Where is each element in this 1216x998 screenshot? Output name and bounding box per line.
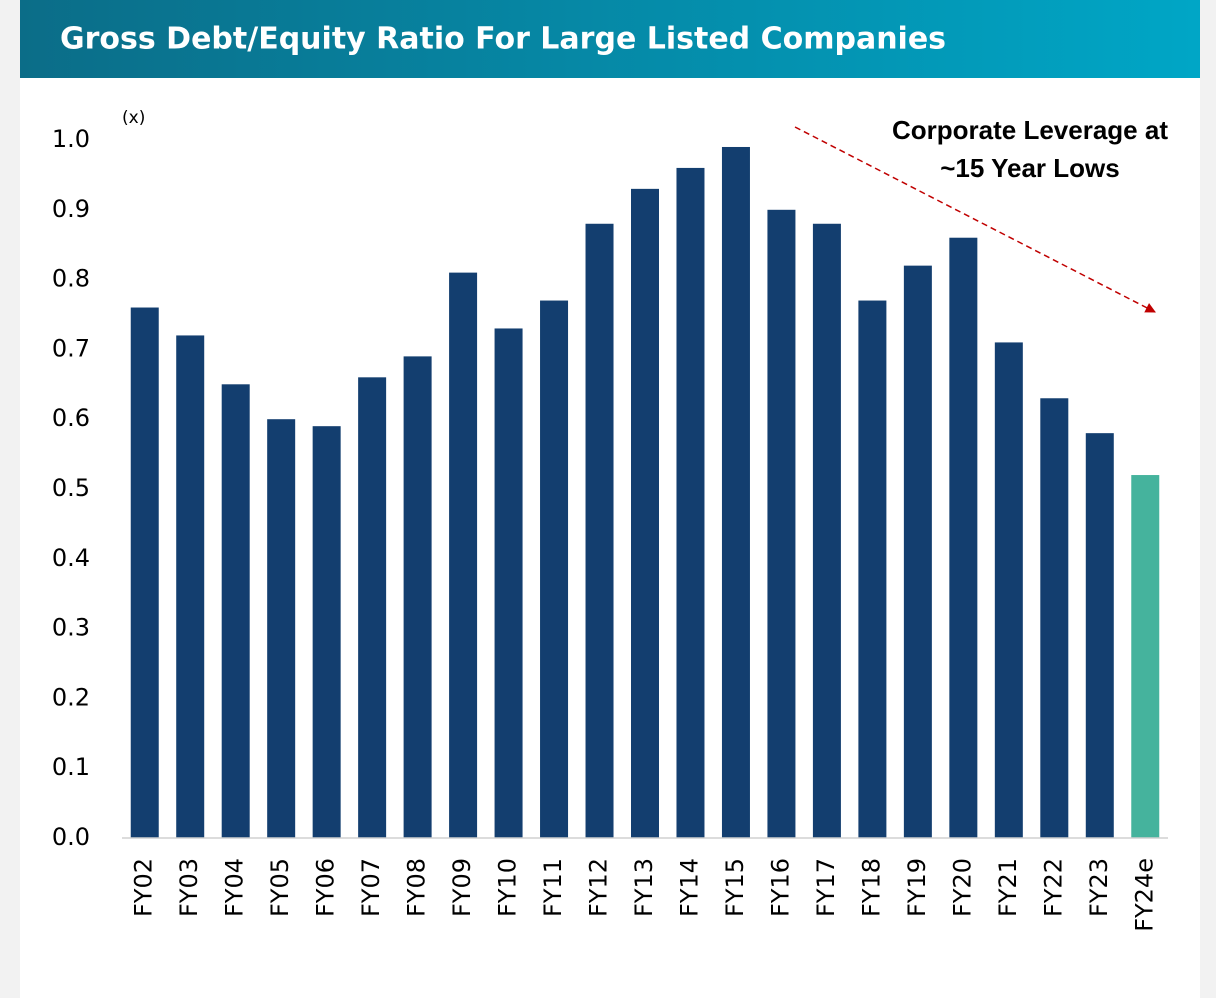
y-tick-label: 0.9 — [52, 195, 90, 223]
y-tick-label: 0.3 — [52, 614, 90, 642]
x-tick-label: FY06 — [312, 858, 340, 917]
x-tick-label: FY05 — [266, 858, 294, 917]
bar — [585, 223, 614, 838]
bar — [858, 300, 887, 838]
bar — [767, 209, 796, 839]
bar — [676, 167, 705, 839]
bar — [221, 384, 250, 838]
bar — [812, 223, 841, 838]
annotation: ~15 Year Lows — [940, 153, 1119, 183]
y-tick-label: 0.8 — [52, 265, 90, 293]
y-tick-label: 0.0 — [52, 823, 90, 851]
x-tick-label: FY24e — [1130, 858, 1158, 932]
bar — [721, 146, 750, 839]
y-tick-label: 0.4 — [52, 544, 90, 572]
header — [20, 0, 1200, 78]
bar — [176, 335, 205, 838]
x-tick-label: FY13 — [630, 858, 658, 917]
bar — [267, 419, 296, 838]
bar — [1040, 398, 1069, 838]
x-tick-label: FY18 — [857, 858, 885, 917]
x-tick-label: FY23 — [1085, 858, 1113, 917]
bar — [949, 237, 978, 839]
bar — [312, 426, 341, 838]
x-tick-label: FY17 — [812, 858, 840, 917]
bar — [130, 307, 159, 838]
bar — [903, 265, 932, 838]
bar — [631, 188, 659, 839]
x-tick-label: FY20 — [948, 858, 976, 917]
y-tick-label: 0.1 — [52, 753, 90, 781]
x-tick-label: FY12 — [585, 858, 613, 917]
bar — [994, 342, 1023, 838]
bar — [403, 356, 432, 838]
bar — [358, 377, 387, 838]
y-tick-label: 0.6 — [52, 404, 90, 432]
y-tick-label: 0.2 — [52, 683, 90, 711]
bar — [1085, 433, 1114, 838]
x-tick-label: FY09 — [448, 858, 476, 917]
x-tick-label: FY10 — [494, 858, 522, 917]
bar — [1131, 475, 1160, 838]
x-tick-label: FY15 — [721, 858, 749, 917]
y-tick-label: 0.7 — [52, 334, 90, 362]
annotation: Corporate Leverage at — [892, 115, 1168, 145]
x-tick-label: FY19 — [903, 858, 931, 917]
x-tick-label: FY08 — [403, 858, 431, 917]
x-tick-label: FY04 — [221, 858, 249, 917]
x-tick-label: FY07 — [357, 858, 385, 917]
x-tick-label: FY21 — [994, 858, 1022, 917]
x-tick-label: FY02 — [130, 858, 158, 917]
y-tick-label: 1.0 — [52, 125, 90, 153]
x-tick-label: FY16 — [766, 858, 794, 917]
bar — [540, 300, 569, 838]
x-tick-label: FY03 — [175, 858, 203, 917]
y-tick-label: 0.5 — [52, 474, 90, 502]
trend-arrow — [794, 126, 1156, 313]
x-tick-label: FY11 — [539, 858, 567, 917]
chart-title: Gross Debt/Equity Ratio For Large Listed… — [60, 22, 946, 57]
bar — [449, 272, 478, 838]
x-tick-label: FY14 — [675, 858, 703, 917]
y-unit: (x) — [122, 108, 145, 128]
x-tick-label: FY22 — [1039, 858, 1067, 917]
bar — [494, 328, 523, 838]
